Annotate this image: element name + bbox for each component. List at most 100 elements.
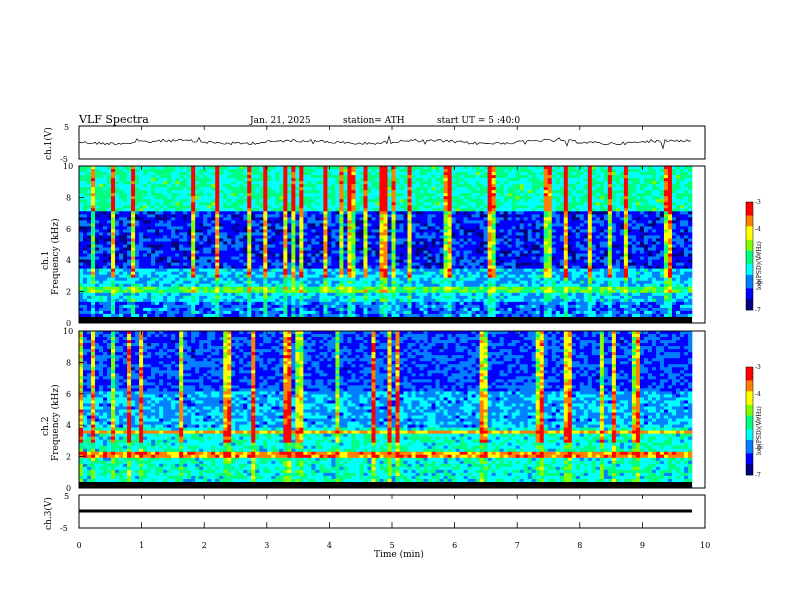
spectrogram-cell	[155, 187, 160, 191]
spectrogram-cell	[151, 193, 156, 197]
spectrogram-cell	[347, 256, 352, 260]
spectrogram-cell	[91, 268, 96, 272]
spectrogram-cell	[459, 229, 464, 233]
spectrogram-cell	[331, 235, 336, 239]
spectrogram-cell	[391, 241, 396, 245]
spectrogram-cell	[79, 220, 84, 224]
spectrogram-cell	[203, 307, 208, 312]
spectrogram-cell	[443, 295, 448, 300]
spectrogram-cell	[191, 307, 196, 312]
spectrogram-cell	[243, 307, 248, 312]
spectrogram-cell	[291, 259, 296, 263]
spectrogram-cell	[335, 202, 340, 206]
spectrogram-cell	[335, 298, 340, 303]
spectrogram-cell	[239, 298, 244, 303]
spectrogram-cell	[247, 187, 252, 191]
spectrogram-cell	[451, 193, 456, 197]
spectrogram-cell	[335, 295, 340, 300]
spectrogram-cell	[383, 208, 388, 212]
spectrogram-cell	[123, 280, 128, 285]
spectrogram-cell	[287, 166, 292, 170]
spectrogram-cell	[183, 232, 188, 236]
spectrogram-cell	[355, 193, 360, 197]
spectrogram-cell	[315, 265, 320, 269]
spectrogram-cell	[271, 256, 276, 260]
spectrogram-cell	[171, 283, 176, 288]
spectrogram-cell	[259, 286, 264, 291]
spectrogram-cell	[83, 298, 88, 303]
spectrogram-cell	[355, 310, 360, 315]
spectrogram-cell	[107, 271, 112, 275]
spectrogram-cell	[95, 214, 100, 218]
spectrogram-cell	[331, 307, 336, 312]
spectrogram-cell	[199, 280, 204, 285]
spectrogram-cell	[279, 262, 284, 266]
spectrogram-cell	[323, 187, 328, 191]
spectrogram-cell	[231, 172, 236, 176]
spectrogram-cell	[175, 172, 180, 176]
spectrogram-cell	[115, 256, 120, 260]
spectrogram-cell	[95, 289, 100, 294]
spectrogram-cell	[87, 241, 92, 245]
spectrogram-cell	[307, 238, 312, 242]
spectrogram-cell	[147, 184, 152, 188]
spectrogram-cell	[407, 277, 412, 282]
spectrogram-cell	[367, 304, 372, 309]
spectrogram-cell	[231, 169, 236, 173]
spectrogram-cell	[419, 238, 424, 242]
spectrogram-cell	[407, 208, 412, 212]
spectrogram-cell	[331, 310, 336, 315]
spectrogram-cell	[251, 181, 256, 185]
spectrogram-cell	[339, 280, 344, 285]
spectrogram-cell	[443, 172, 448, 176]
spectrogram-cell	[371, 178, 376, 182]
spectrogram-cell	[115, 175, 120, 179]
spectrogram-cell	[371, 304, 376, 309]
spectrogram-cell	[147, 265, 152, 269]
spectrogram-cell	[395, 262, 400, 266]
spectrogram-cell	[139, 256, 144, 260]
spectrogram-cell	[427, 169, 432, 173]
spectrogram-cell	[403, 250, 408, 254]
spectrogram-cell	[395, 292, 400, 297]
spectrogram-cell	[211, 223, 216, 227]
spectrogram-cell	[131, 295, 136, 300]
spectrogram-cell	[239, 235, 244, 239]
spectrogram-cell	[275, 196, 280, 200]
spectrogram-cell	[315, 193, 320, 197]
spectrogram-cell	[391, 280, 396, 285]
spectrogram-cell	[355, 178, 360, 182]
spectrogram-cell	[131, 283, 136, 288]
spectrogram-cell	[435, 196, 440, 200]
spectrogram-cell	[191, 211, 196, 215]
spectrogram-cell	[419, 250, 424, 254]
spectrogram-cell	[147, 214, 152, 218]
spectrogram-cell	[359, 286, 364, 291]
spectrogram-cell	[103, 274, 108, 279]
spectrogram-cell	[299, 172, 304, 176]
spectrogram-cell	[283, 175, 288, 179]
spectrogram-cell	[395, 184, 400, 188]
spectrogram-cell	[115, 253, 120, 257]
spectrogram-cell	[435, 181, 440, 185]
spectrogram-cell	[407, 223, 412, 227]
spectrogram-cell	[247, 229, 252, 233]
spectrogram-cell	[455, 172, 460, 176]
spectrogram-cell	[307, 229, 312, 233]
spectrogram-cell	[199, 166, 204, 170]
spectrogram-cell	[111, 274, 116, 279]
spectrogram-cell	[267, 214, 272, 218]
spectrogram-cell	[107, 241, 112, 245]
spectrogram-cell	[323, 280, 328, 285]
spectrogram-cell	[103, 217, 108, 221]
spectrogram-cell	[299, 169, 304, 173]
spectrogram-cell	[103, 208, 108, 212]
spectrogram-cell	[391, 181, 396, 185]
spectrogram-cell	[183, 301, 188, 306]
spectrogram-cell	[263, 184, 268, 188]
spectrogram-cell	[319, 304, 324, 309]
spectrogram-cell	[427, 289, 432, 294]
spectrogram-cell	[459, 193, 464, 197]
spectrogram-cell	[207, 301, 212, 306]
spectrogram-cell	[239, 271, 244, 275]
